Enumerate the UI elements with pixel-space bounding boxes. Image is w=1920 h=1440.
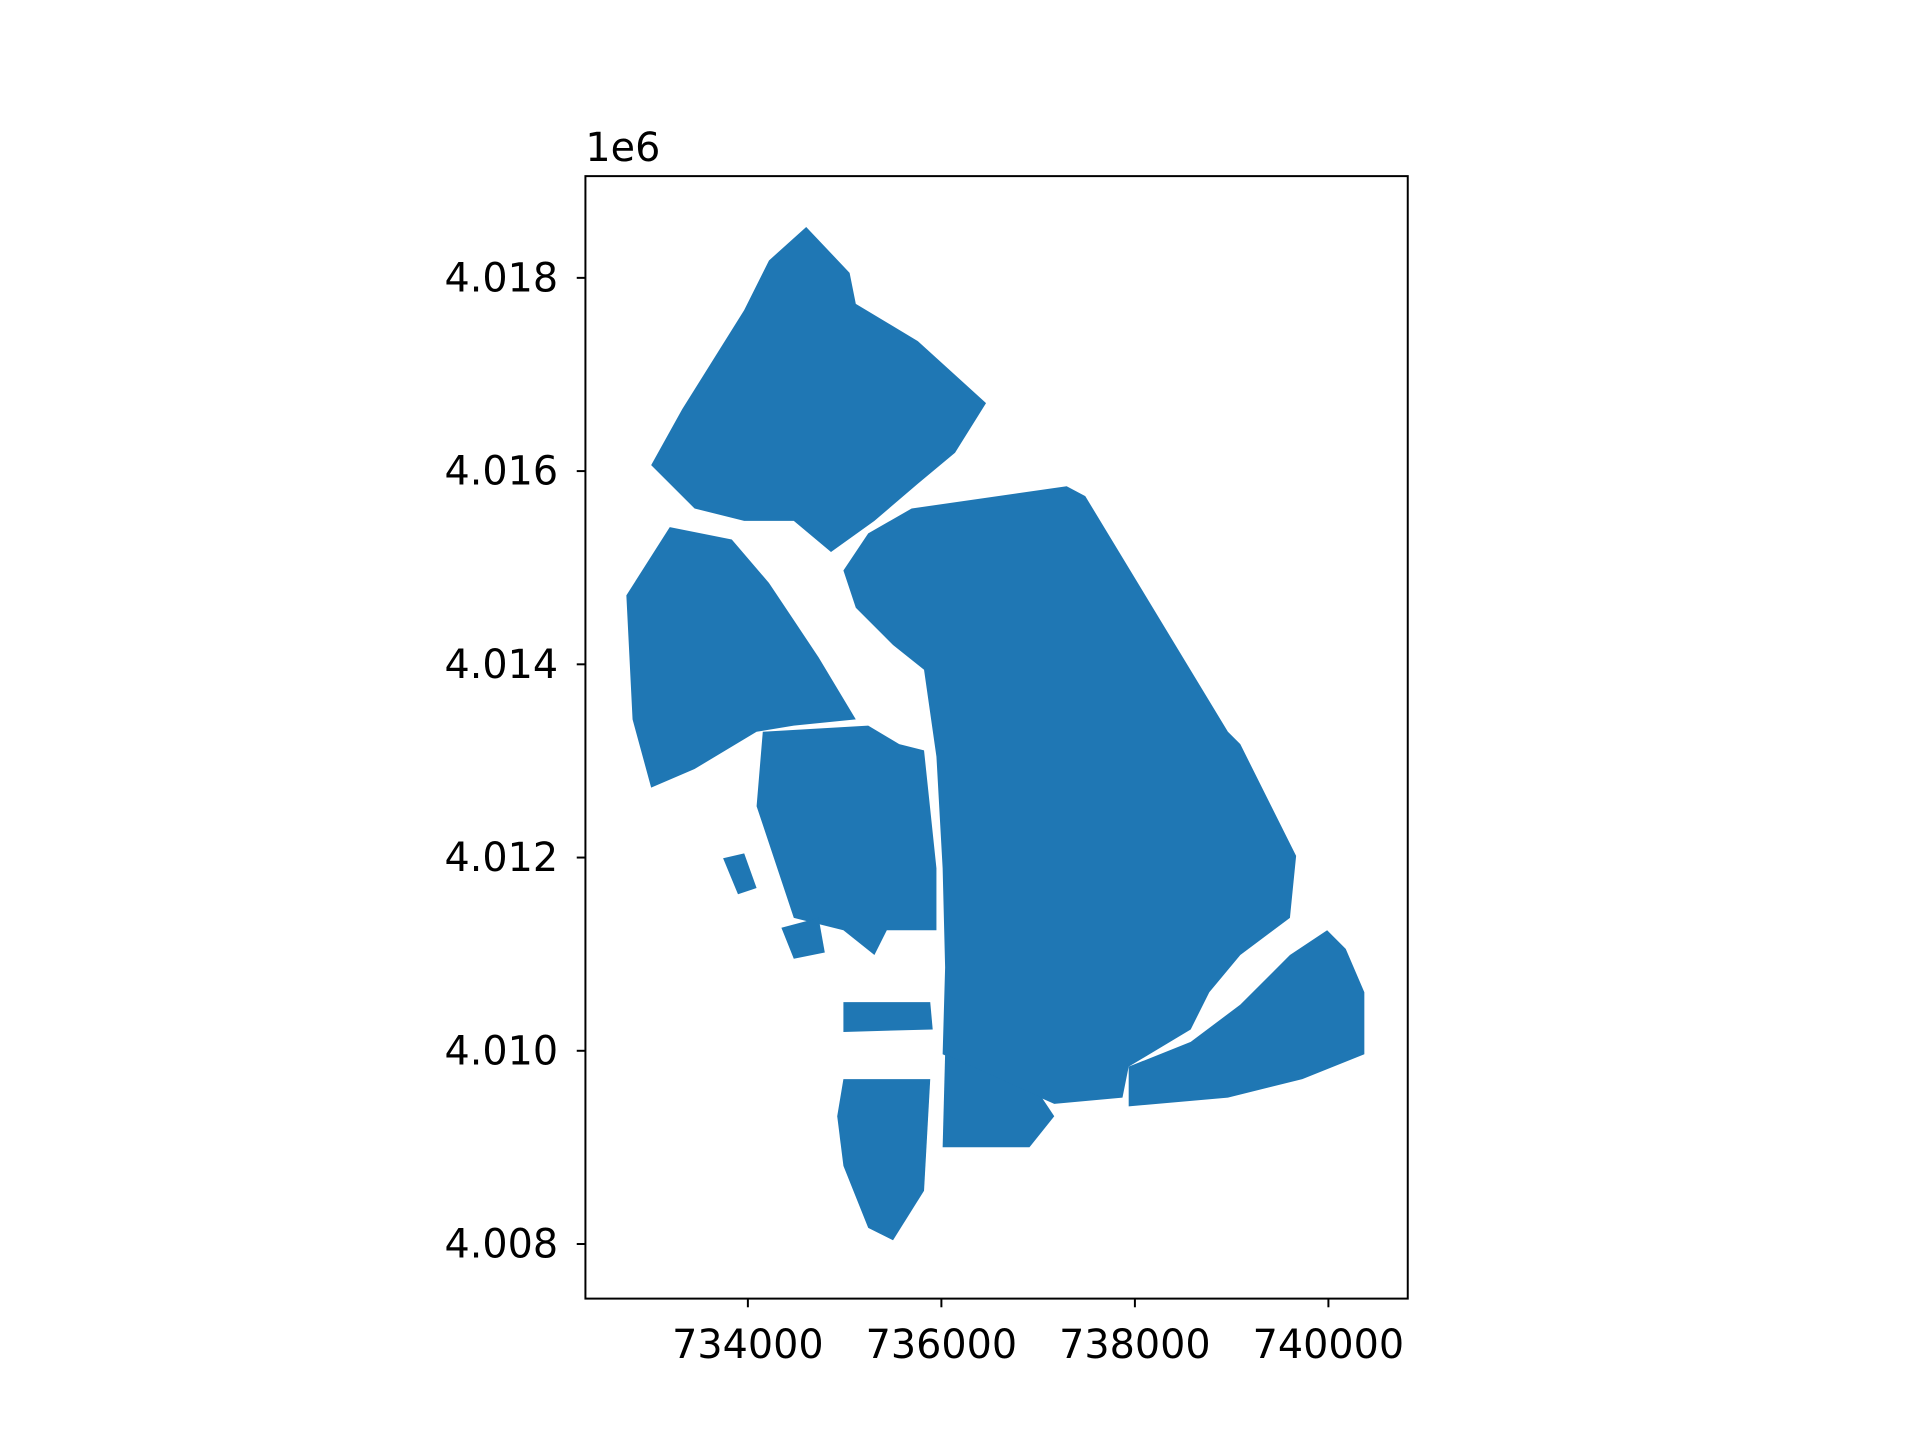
map-polygon [626,527,856,788]
x-tick-label: 740000 [1253,1322,1404,1368]
map-polygon [756,725,937,956]
map-polygon [651,226,987,552]
y-tick-label: 4.018 [445,256,559,302]
y-tick-label: 4.012 [445,835,559,881]
x-tick-label: 738000 [1059,1322,1210,1368]
x-tick-label: 736000 [866,1322,1017,1368]
y-tick-label: 4.008 [445,1222,559,1268]
y-tick-label: 4.016 [445,449,559,495]
map [626,226,1365,1241]
map-polygon [723,853,757,895]
map-polygon [1128,930,1365,1107]
map-polygon [843,486,1297,1104]
map-polygon [843,1002,933,1032]
map-polygon [942,1054,1055,1148]
x-tick-label: 734000 [672,1322,823,1368]
y-tick-label: 4.010 [445,1028,559,1074]
y-tick-label: 4.014 [445,642,559,688]
offset-text: 1e6 [585,125,660,171]
map-polygon [837,1079,931,1241]
map-polygon [781,917,825,959]
axes-frame [584,175,1409,1300]
